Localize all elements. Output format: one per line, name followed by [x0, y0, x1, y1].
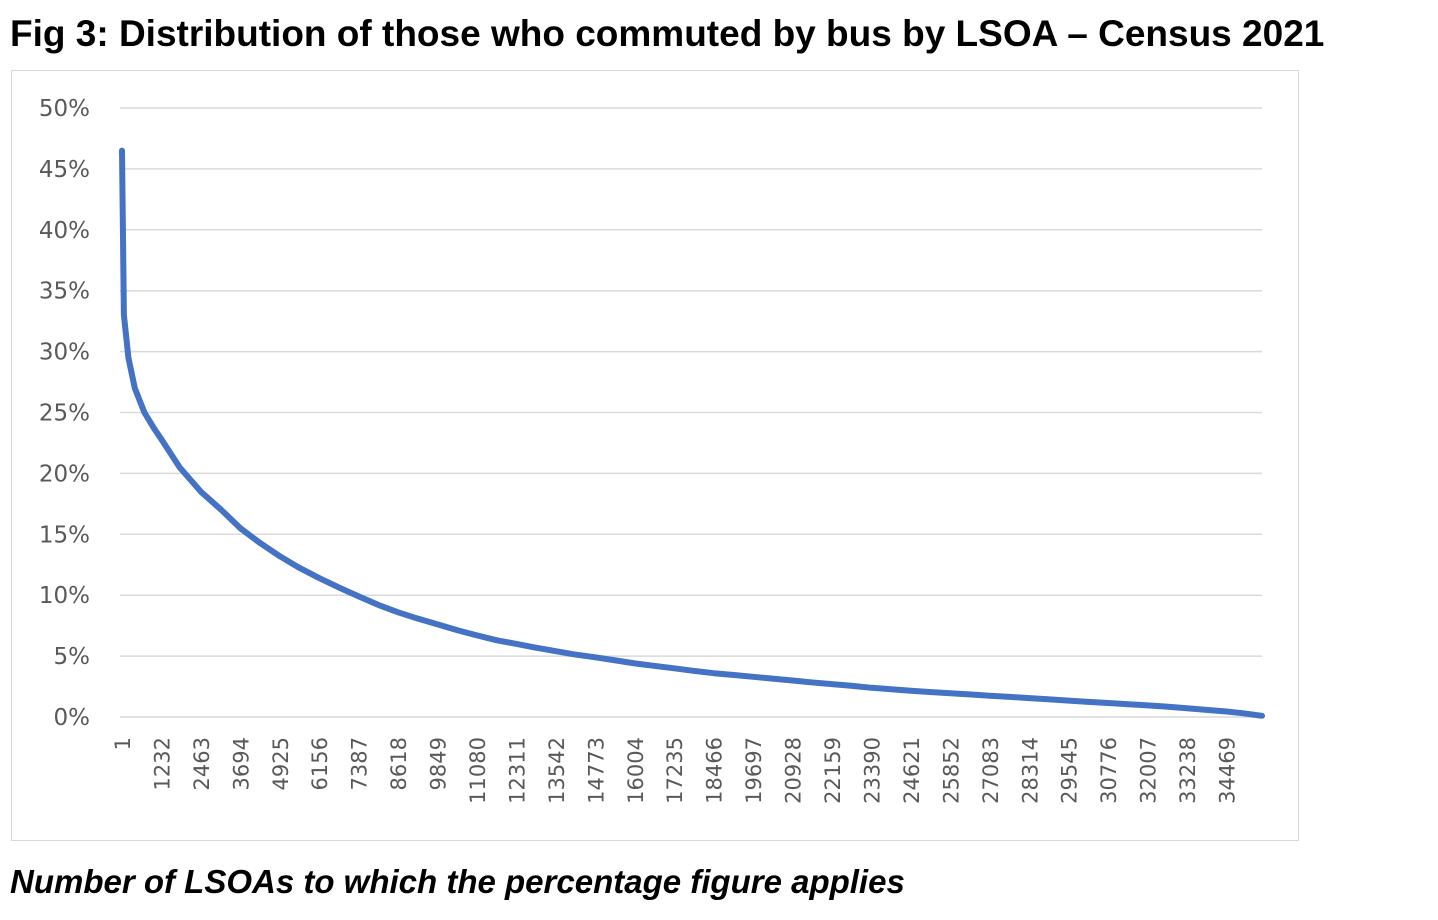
y-tick-label: 25% — [39, 401, 90, 427]
x-tick-label: 13542 — [545, 737, 569, 804]
x-tick-label: 11080 — [466, 737, 490, 804]
x-tick-label: 2463 — [190, 737, 214, 790]
x-tick-label: 34469 — [1215, 737, 1239, 804]
x-tick-label: 33238 — [1176, 737, 1200, 804]
x-axis-ticks: 1 1232 2463 3694 4925 6156 7387 8618 9849 11080 12… — [111, 737, 1239, 804]
x-tick-label: 4925 — [269, 737, 293, 790]
x-tick-label: 30776 — [1097, 737, 1121, 804]
y-tick-label: 30% — [39, 340, 90, 366]
x-tick-label: 22159 — [821, 737, 845, 804]
x-tick-label: 17235 — [663, 737, 687, 804]
x-tick-label: 7387 — [348, 737, 372, 790]
y-tick-label: 15% — [39, 522, 90, 548]
y-tick-label: 20% — [39, 461, 90, 487]
line-chart: 0% 5% 10% 15% 20% 25% 30% 35% 40% 45% 50% 1 1232 246… — [39, 96, 1265, 804]
x-tick-label: 9849 — [427, 737, 451, 790]
x-tick-label: 18466 — [703, 737, 727, 804]
y-tick-label: 45% — [39, 157, 90, 183]
x-tick-label: 27083 — [979, 737, 1003, 804]
figure-title: Fig 3: Distribution of those who commute… — [10, 13, 1325, 54]
x-tick-label: 1 — [111, 737, 135, 750]
series-layer — [119, 147, 1265, 719]
chart-area: 0% 5% 10% 15% 20% 25% 30% 35% 40% 45% 50% 1 1232 246… — [11, 70, 1299, 841]
x-tick-label: 12311 — [505, 737, 529, 804]
x-tick-label: 6156 — [308, 737, 332, 790]
x-tick-label: 1232 — [150, 737, 174, 790]
x-tick-label: 25852 — [939, 737, 963, 804]
y-tick-label: 40% — [39, 218, 90, 244]
y-axis-ticks: 0% 5% 10% 15% 20% 25% 30% 35% 40% 45% 50% — [39, 96, 90, 731]
x-tick-label: 16004 — [624, 737, 648, 804]
x-tick-label: 20928 — [782, 737, 806, 804]
series-line — [119, 147, 1265, 719]
x-tick-label: 29545 — [1058, 737, 1082, 804]
y-tick-label: 0% — [54, 705, 91, 731]
x-tick-label: 8618 — [387, 737, 411, 790]
gridlines — [120, 107, 1262, 718]
y-tick-label: 10% — [39, 583, 90, 609]
x-tick-label: 19697 — [742, 737, 766, 804]
y-tick-label: 50% — [39, 96, 90, 122]
y-tick-label: 35% — [39, 279, 90, 305]
x-tick-label: 3694 — [229, 737, 253, 790]
x-tick-label: 32007 — [1137, 737, 1161, 804]
x-tick-label: 14773 — [584, 737, 608, 804]
x-tick-label: 24621 — [900, 737, 924, 804]
y-tick-label: 5% — [54, 644, 91, 670]
x-tick-label: 23390 — [860, 737, 884, 804]
x-tick-label: 28314 — [1018, 737, 1042, 804]
x-axis-caption: Number of LSOAs to which the percentage … — [10, 863, 905, 900]
